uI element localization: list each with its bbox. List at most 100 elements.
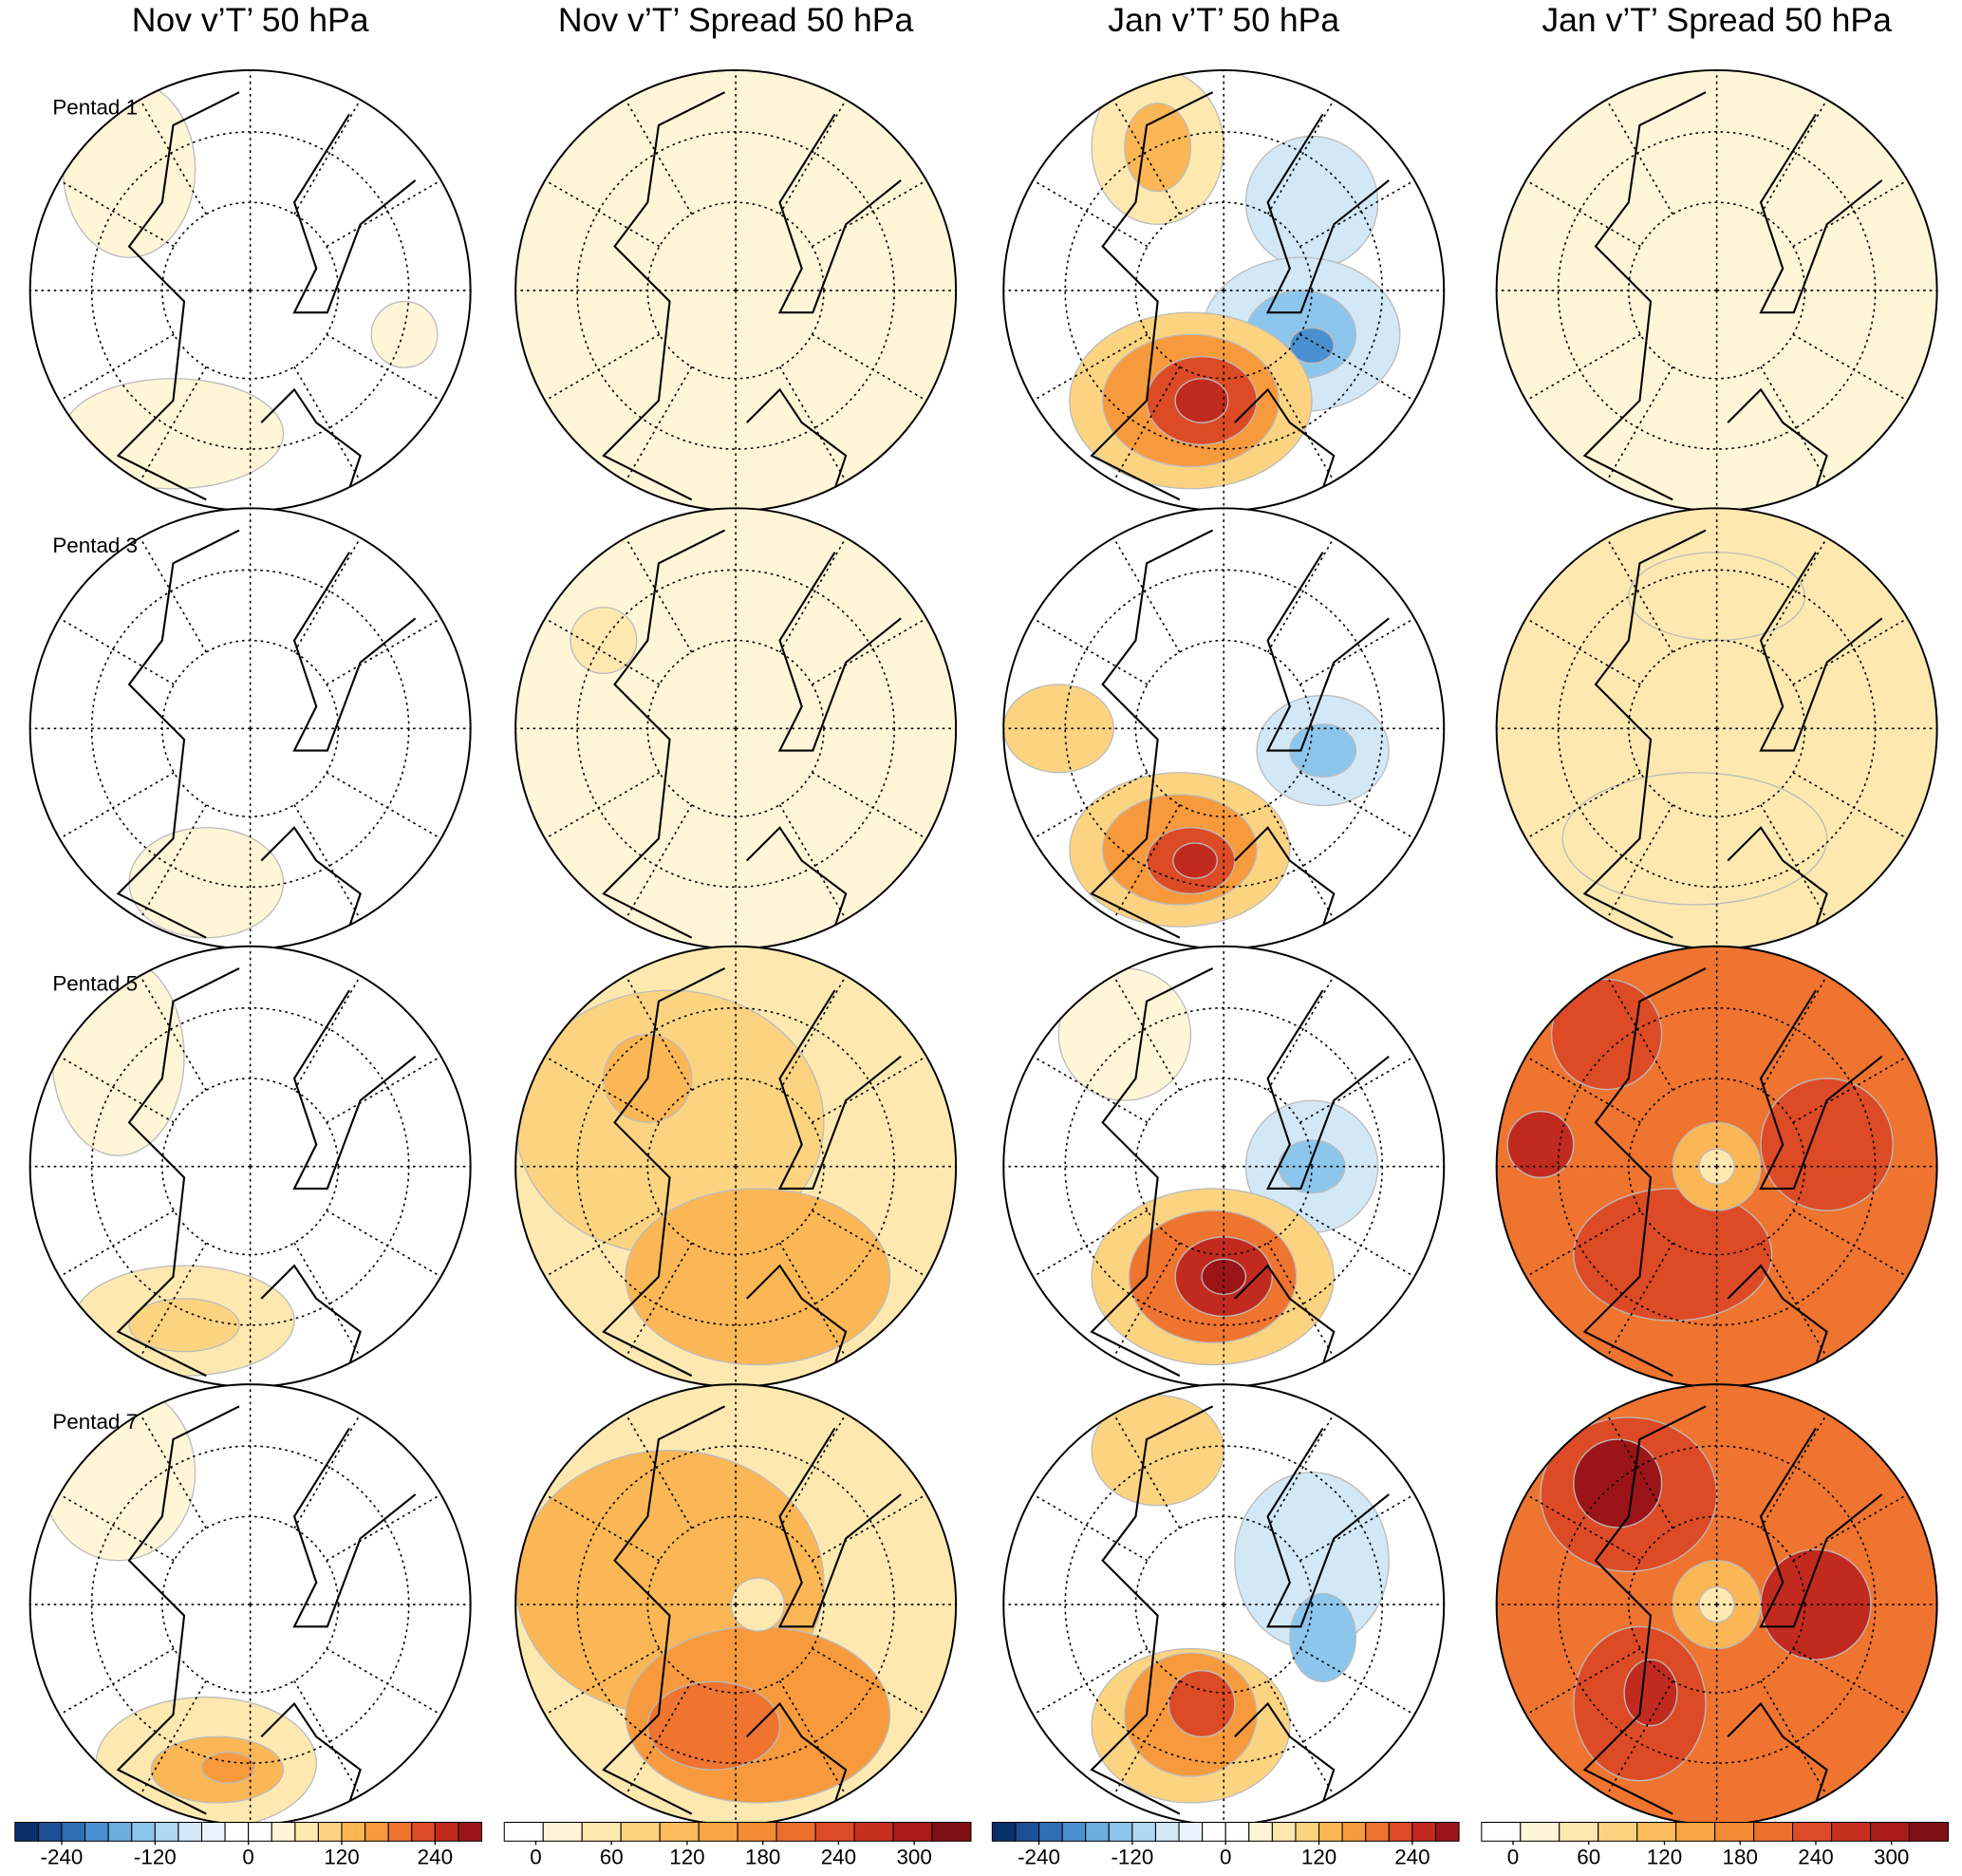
map-panel — [1496, 69, 1937, 511]
column-title: Nov v’T’ 50 hPa — [132, 1, 369, 39]
contour-region — [1172, 842, 1218, 879]
colorbar-box — [892, 1821, 933, 1842]
contour-region — [625, 1188, 891, 1366]
contour-region — [1573, 1438, 1663, 1529]
coastline — [745, 387, 848, 490]
colorbar-box — [1831, 1821, 1872, 1842]
contour-region — [1506, 1111, 1575, 1178]
coastline — [1234, 387, 1336, 490]
coastline — [116, 529, 240, 939]
colorbar-box — [1085, 1821, 1110, 1842]
coastline — [1234, 1264, 1336, 1365]
colorbar-tick-label: 0 — [1220, 1846, 1231, 1869]
contour-region — [1289, 1592, 1357, 1682]
colorbar-box — [458, 1821, 483, 1842]
coastline — [116, 966, 240, 1378]
colorbar-tick-label: 240 — [821, 1846, 856, 1869]
colorbar-box — [434, 1821, 459, 1842]
column-title: Nov v’T’ Spread 50 hPa — [558, 1, 914, 39]
coastline — [260, 1701, 362, 1804]
colorbar-box — [1131, 1821, 1156, 1842]
map-panel — [515, 946, 957, 1387]
contour-region — [1174, 378, 1229, 423]
colorbar-tick-label: 0 — [530, 1846, 541, 1869]
colorbar-box — [1318, 1821, 1343, 1842]
colorbar-box — [1388, 1821, 1413, 1842]
contour-region — [1623, 1659, 1678, 1727]
colorbar-tick-label: 240 — [1798, 1846, 1833, 1869]
colorbar-box — [775, 1821, 816, 1842]
contour-region — [1573, 1188, 1773, 1322]
coastline — [777, 552, 902, 752]
coastline — [1090, 966, 1214, 1378]
colorbar-box — [1202, 1821, 1226, 1842]
map-panel — [29, 508, 471, 949]
colorbar-box — [411, 1821, 436, 1842]
map-panel — [1003, 1384, 1445, 1826]
coastline — [292, 552, 417, 752]
coastline — [1265, 1427, 1390, 1628]
coastline — [260, 1264, 362, 1365]
colorbar-box — [1178, 1821, 1204, 1842]
contour-region — [128, 827, 285, 939]
map-panel — [1496, 508, 1937, 949]
coastline — [1582, 966, 1707, 1378]
colorbar-tick-label: 300 — [1874, 1846, 1909, 1869]
coastline — [292, 989, 417, 1190]
coastline — [602, 1405, 725, 1815]
colorbar-box — [1224, 1821, 1250, 1842]
coastline — [1090, 529, 1214, 939]
colorbar-box — [1061, 1821, 1087, 1842]
coastline — [292, 113, 417, 314]
colorbar-box — [1341, 1821, 1367, 1842]
coastline — [777, 1427, 902, 1628]
colorbar-tick-label: 120 — [1647, 1846, 1682, 1869]
colorbar-box — [317, 1821, 343, 1842]
colorbar-tick-label: 0 — [1507, 1846, 1519, 1869]
colorbar-tick-label: -120 — [1111, 1846, 1153, 1869]
coastline — [745, 1264, 848, 1365]
colorbar-tick-label: 300 — [896, 1846, 931, 1869]
colorbar-box — [131, 1821, 156, 1842]
map-panel — [29, 946, 471, 1387]
colorbar-box — [200, 1821, 226, 1842]
colorbar-box — [224, 1821, 250, 1842]
colorbar-box — [991, 1821, 1017, 1842]
colorbar-box — [107, 1821, 133, 1842]
colorbar-box — [1636, 1821, 1677, 1842]
coastline — [1759, 552, 1883, 752]
coastline — [1759, 1427, 1883, 1628]
map-panel — [1496, 1384, 1937, 1826]
colorbar-box — [387, 1821, 413, 1842]
coastline — [1265, 113, 1390, 314]
contour-region — [1550, 978, 1663, 1091]
coastline — [1234, 826, 1336, 928]
colorbar-box — [931, 1821, 972, 1842]
contour-region — [1168, 1670, 1236, 1737]
coastline — [1234, 1701, 1336, 1804]
coastline — [116, 1405, 240, 1815]
colorbar-box — [542, 1821, 583, 1842]
colorbar-box — [1248, 1821, 1273, 1842]
colorbar-box — [620, 1821, 661, 1842]
colorbar-box — [1108, 1821, 1133, 1842]
contour-region — [646, 1680, 781, 1771]
colorbar-tick-label: 120 — [669, 1846, 704, 1869]
coastline — [1582, 529, 1707, 939]
map-panel — [1003, 508, 1445, 949]
coastline — [777, 989, 902, 1190]
coastline — [1727, 1264, 1828, 1365]
colorbar-tick-label: 240 — [418, 1846, 453, 1869]
coastline — [116, 91, 240, 501]
coastline — [1727, 1701, 1828, 1804]
colorbar-box — [294, 1821, 319, 1842]
row-label: Pentad 1 — [52, 96, 138, 120]
contour-region — [370, 300, 439, 368]
map-panel — [515, 1384, 957, 1826]
map-panel — [1003, 69, 1445, 511]
coastline — [1582, 91, 1707, 501]
colorbar-box — [1481, 1821, 1522, 1842]
contour-region — [1201, 1258, 1247, 1295]
colorbar-tick-label: 180 — [1723, 1846, 1758, 1869]
coastline — [1759, 989, 1883, 1190]
